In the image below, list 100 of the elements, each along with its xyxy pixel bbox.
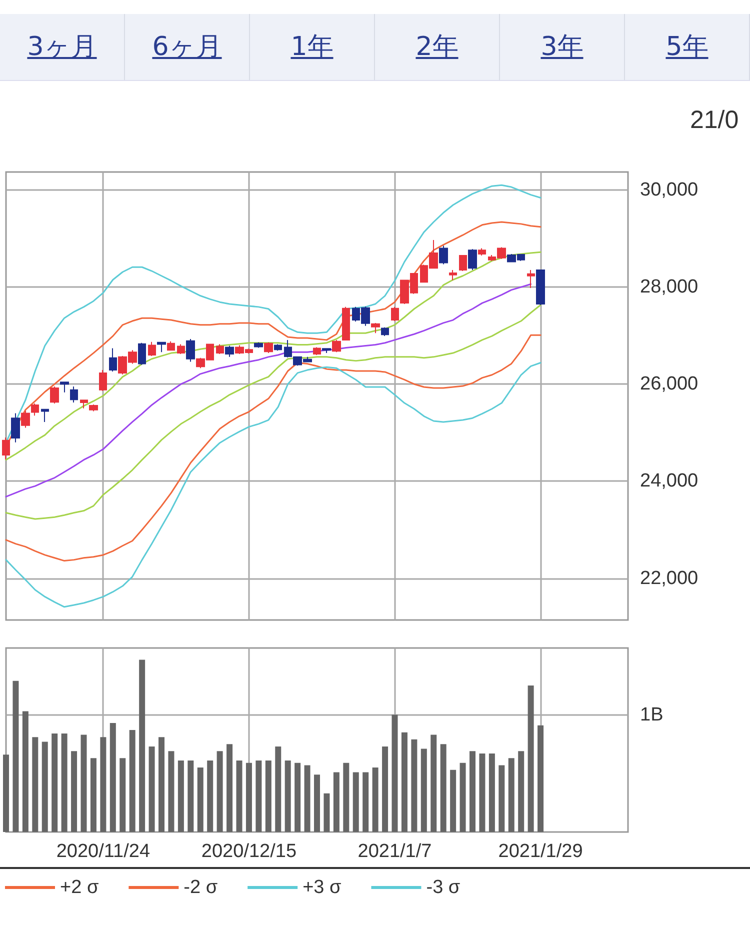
candlestick	[322, 348, 331, 354]
bar	[52, 734, 58, 832]
candlestick	[216, 344, 224, 355]
candlestick	[313, 346, 321, 356]
bar	[508, 758, 514, 832]
candlestick	[254, 342, 263, 348]
bar	[256, 760, 262, 832]
bar	[61, 734, 68, 832]
bar	[538, 725, 544, 832]
bar	[110, 723, 116, 832]
bar	[188, 760, 194, 832]
bar	[352, 772, 359, 832]
candlestick	[186, 338, 195, 362]
bar	[470, 751, 476, 832]
bar	[3, 754, 9, 832]
bar	[12, 680, 19, 832]
bar	[498, 765, 505, 832]
bar	[178, 760, 184, 832]
bar	[479, 753, 486, 832]
candlestick	[138, 342, 146, 366]
bar	[158, 737, 164, 832]
candlestick	[332, 339, 341, 353]
bar	[22, 711, 28, 832]
y-tick-label: 24,000	[640, 470, 698, 492]
x-tick-label: 2020/11/24	[56, 841, 150, 862]
bar	[392, 714, 398, 832]
bar	[411, 739, 418, 832]
bar	[32, 737, 38, 832]
bar	[294, 762, 301, 832]
y-tick-label: 22,000	[640, 568, 698, 589]
candlestick	[60, 382, 69, 393]
legend-label: -2 σ	[184, 877, 218, 898]
candlestick	[536, 270, 545, 306]
candlestick	[157, 341, 166, 353]
period-tab-bar: 3ヶ月 6ヶ月 1年 2年 3年 5年	[0, 14, 750, 81]
bar	[450, 770, 456, 832]
candlestick	[381, 326, 389, 337]
bar	[265, 760, 272, 832]
bar	[129, 730, 136, 832]
bar	[343, 762, 350, 832]
y-tick-label: 26,000	[640, 374, 698, 395]
bar	[420, 748, 427, 832]
x-tick-label: 2021/1/29	[498, 841, 583, 862]
bar	[488, 753, 495, 832]
candlestick	[11, 412, 20, 443]
bar	[333, 772, 340, 832]
bar	[372, 768, 378, 832]
line-series	[5, 304, 542, 520]
bar	[324, 793, 330, 832]
bar	[236, 760, 242, 832]
candlestick	[148, 341, 156, 356]
x-tick-label: 2021/1/7	[358, 841, 432, 862]
candlestick	[342, 306, 350, 341]
bar	[528, 686, 534, 832]
bar	[90, 758, 96, 832]
candlestick	[391, 306, 399, 322]
text: 21/0	[690, 106, 739, 135]
candlestick	[527, 270, 535, 289]
line-series	[5, 251, 542, 461]
candlestick	[89, 404, 98, 412]
candlestick	[439, 245, 448, 265]
candlestick	[264, 342, 273, 354]
candlestick	[167, 340, 175, 352]
bar	[148, 746, 155, 832]
candlestick	[80, 399, 88, 409]
candlestick	[109, 348, 117, 372]
x-tick-label: 2020/12/15	[201, 841, 297, 862]
line-series	[5, 362, 542, 608]
y-tick-label: 30,000	[640, 179, 698, 200]
candlestick	[225, 345, 234, 358]
bar	[314, 774, 320, 832]
candlestick	[449, 270, 457, 281]
bar	[401, 732, 408, 832]
bar	[80, 734, 87, 832]
bar	[430, 734, 437, 832]
line-series	[5, 334, 542, 562]
bar	[460, 762, 466, 832]
bar	[518, 751, 524, 832]
y-tick-label: 1B	[640, 704, 664, 726]
bar	[197, 768, 204, 832]
candlestick	[70, 386, 78, 404]
candlestick	[177, 344, 185, 355]
bar	[71, 751, 78, 832]
legend-label: +2 σ	[60, 877, 99, 898]
bar	[42, 742, 48, 832]
candlestick	[41, 408, 49, 422]
bar	[284, 760, 291, 832]
bar	[168, 751, 174, 832]
bar	[440, 744, 446, 832]
candlestick	[459, 254, 467, 272]
y-tick-label: 28,000	[640, 276, 698, 298]
candlestick	[478, 248, 486, 256]
bar	[139, 660, 146, 832]
candlestick	[99, 370, 107, 392]
candlestick	[274, 344, 282, 352]
legend-label: +3 σ	[302, 877, 342, 898]
candlestick	[371, 322, 380, 334]
bar	[304, 765, 310, 832]
bar	[207, 760, 214, 832]
bar	[100, 737, 106, 832]
